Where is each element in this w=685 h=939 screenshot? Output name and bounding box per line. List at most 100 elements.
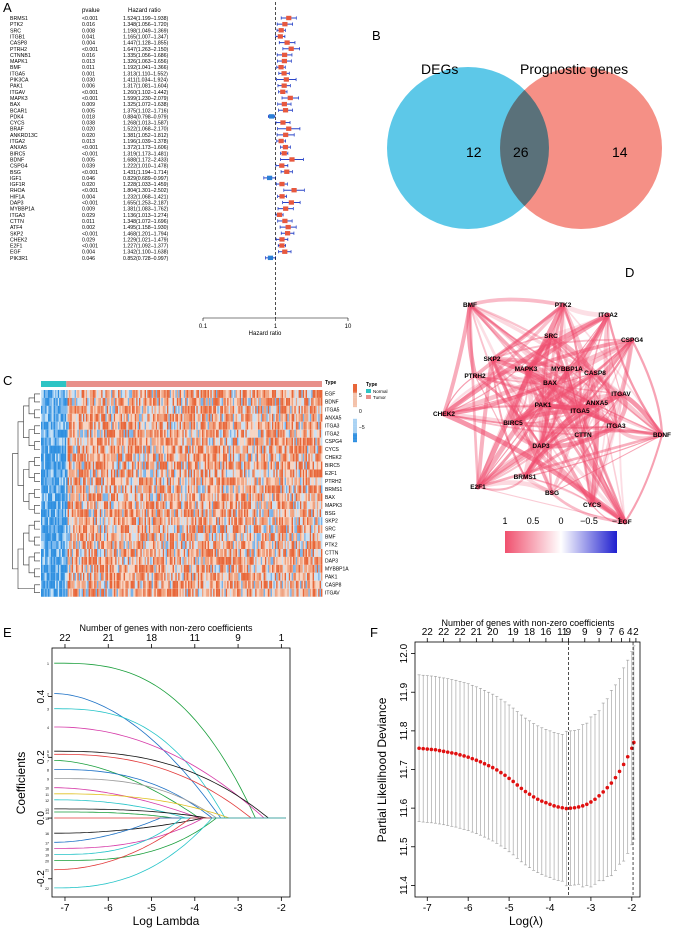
heatmap-cell [77,541,79,549]
heatmap-cell [69,421,71,430]
heatmap-dendrogram-branch [23,532,29,566]
heatmap-cell [193,493,195,502]
heatmap-cell [186,390,188,398]
heatmap-cell [106,405,109,414]
heatmap-cell [172,469,174,478]
heatmap-cell [199,493,201,502]
heatmap-cell [132,556,134,565]
heatmap-cell [193,421,195,430]
heatmap-cell [56,509,58,518]
forest-pvalue: 0.038 [82,121,95,127]
heatmap-cell [66,437,68,446]
heatmap-cell [318,541,320,549]
heatmap-cell [196,429,198,438]
heatmap-cell [182,525,184,534]
heatmap-cell [116,390,118,398]
heatmap-cell [127,517,130,526]
heatmap-cell [242,509,244,518]
heatmap-cell [217,405,219,414]
forest-hr-text: 1.447(1.128–1.855) [123,41,169,47]
heatmap-cell [134,517,137,526]
heatmap-cell [190,493,193,502]
heatmap-cell [280,556,282,565]
heatmap-cell [136,397,138,406]
heatmap-cell [57,429,60,438]
heatmap-cell [43,541,46,549]
heatmap-cell [146,533,148,542]
heatmap-cell [88,501,90,510]
heatmap-cell [188,453,190,462]
heatmap-cell [162,429,165,438]
heatmap-cell [119,485,121,494]
network-edge [468,303,597,375]
heatmap-cell [164,453,166,462]
heatmap-cell [59,485,61,494]
heatmap-cell [290,533,292,542]
heatmap-cell [141,405,144,414]
heatmap-cell [262,493,264,502]
heatmap-cell [55,517,57,526]
heatmap-cell [134,461,137,470]
network-edge [578,371,597,413]
heatmap-cell [293,549,295,557]
forest-gene-label: BRAF [10,127,24,133]
heatmap-cell [203,390,205,398]
heatmap-cell [115,390,117,398]
heatmap-cell [119,525,121,534]
heatmap-cell [91,493,93,502]
heatmap-cell [83,493,85,502]
heatmap-cell [119,413,121,422]
heatmap-cell [197,477,200,486]
heatmap-cell [84,405,86,414]
heatmap-cell [92,453,95,462]
heatmap-cell [241,397,243,406]
heatmap-cell [239,405,242,414]
heatmap-cell [104,421,106,430]
heatmap-cell [109,421,111,430]
heatmap-cell [188,461,190,470]
heatmap-cell [197,485,200,494]
heatmap-cell [295,533,298,542]
heatmap-cell [237,485,239,494]
heatmap-cell [105,445,107,454]
heatmap-cell [214,445,216,454]
heatmap-cell [273,421,275,430]
heatmap-cell [43,453,46,462]
forest-hr-text: 1.260(1.102–1.442) [123,90,169,96]
heatmap-cell [189,405,191,414]
heatmap-cell [232,397,235,406]
heatmap-cell [301,429,303,438]
heatmap-cell [64,485,67,494]
heatmap-cell [85,437,88,446]
heatmap-cell [182,405,184,414]
heatmap-cell [319,421,321,430]
heatmap-cell [274,556,277,565]
heatmap-cell [272,397,274,406]
heatmap-cell [84,556,86,565]
heatmap-cell [57,421,60,430]
heatmap-cell [146,517,148,526]
heatmap-cell [204,413,207,422]
heatmap-cell [258,405,260,414]
heatmap-cell [90,533,92,542]
heatmap-cell [167,509,169,518]
heatmap-cell [307,405,309,414]
heatmap-cell [186,485,188,494]
heatmap-cell [84,397,86,406]
heatmap-cell [106,517,109,526]
heatmap-cell [132,461,134,470]
heatmap-cell [55,453,57,462]
heatmap-cell [74,390,76,398]
heatmap-cell [244,533,246,542]
heatmap-cell [216,549,218,557]
heatmap-cell [294,525,296,534]
heatmap-cell [245,445,247,454]
heatmap-cell [78,509,81,518]
heatmap-cell [52,461,54,470]
heatmap-cell [225,477,228,486]
heatmap-cell [244,517,246,526]
heatmap-cell [88,445,90,454]
heatmap-cell [49,556,51,565]
heatmap-cell [92,533,95,542]
heatmap-cell [108,533,110,542]
